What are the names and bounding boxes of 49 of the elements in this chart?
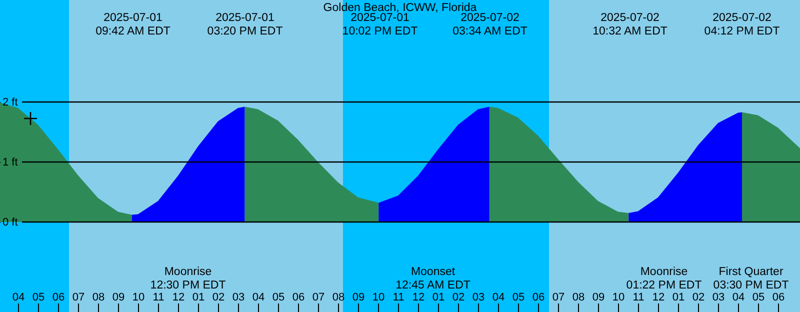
y-tick-label: 1 ft xyxy=(2,156,18,168)
x-tick-label: 10 xyxy=(132,292,145,304)
x-tick-label: 08 xyxy=(572,292,585,304)
annotation: 2025-07-01 10:02 PM EDT xyxy=(342,12,418,38)
x-tick-label: 06 xyxy=(772,292,785,304)
x-tick-label: 02 xyxy=(452,292,465,304)
x-tick-label: 08 xyxy=(92,292,105,304)
x-tick-label: 11 xyxy=(392,292,404,304)
x-tick-label: 03 xyxy=(712,292,725,304)
x-tick-label: 12 xyxy=(412,292,425,304)
annotation: Moonset 12:45 AM EDT xyxy=(396,266,470,292)
x-tick-label: 01 xyxy=(192,292,205,304)
x-tick-label: 11 xyxy=(152,292,164,304)
x-tick-label: 07 xyxy=(72,292,85,304)
x-tick-label: 03 xyxy=(472,292,485,304)
x-tick-label: 05 xyxy=(752,292,765,304)
x-tick-label: 09 xyxy=(592,292,605,304)
x-tick-label: 11 xyxy=(632,292,644,304)
x-tick-label: 06 xyxy=(532,292,545,304)
x-tick-label: 05 xyxy=(272,292,285,304)
x-tick-label: 10 xyxy=(612,292,625,304)
x-tick-label: 04 xyxy=(732,292,745,304)
x-tick-label: 05 xyxy=(32,292,45,304)
x-tick-label: 09 xyxy=(112,292,125,304)
x-tick-label: 07 xyxy=(312,292,325,304)
x-tick-label: 04 xyxy=(12,292,25,304)
x-tick-label: 10 xyxy=(372,292,385,304)
x-tick-label: 12 xyxy=(652,292,665,304)
annotation: Moonrise 01:22 PM EDT xyxy=(626,266,702,292)
x-tick-label: 07 xyxy=(552,292,565,304)
x-tick-label: 05 xyxy=(512,292,525,304)
x-tick-label: 03 xyxy=(232,292,245,304)
x-tick-label: 12 xyxy=(172,292,185,304)
x-tick-label: 01 xyxy=(432,292,445,304)
annotation: 2025-07-01 03:20 PM EDT xyxy=(207,12,283,38)
x-tick-label: 06 xyxy=(292,292,305,304)
annotation: First Quarter 03:30 PM EDT xyxy=(713,266,789,292)
annotation: 2025-07-02 04:12 PM EDT xyxy=(704,12,780,38)
x-tick-label: 02 xyxy=(212,292,225,304)
annotation: 2025-07-02 03:34 AM EDT xyxy=(452,12,528,38)
x-tick-label: 04 xyxy=(492,292,505,304)
annotation: 2025-07-02 10:32 AM EDT xyxy=(592,12,668,38)
x-tick-label: 01 xyxy=(672,292,685,304)
annotation: Moonrise 12:30 PM EDT xyxy=(150,266,226,292)
annotation: 2025-07-01 09:42 AM EDT xyxy=(96,12,170,38)
x-tick-label: 02 xyxy=(692,292,705,304)
x-tick-label: 06 xyxy=(52,292,65,304)
x-tick-label: 04 xyxy=(252,292,265,304)
x-tick-label: 09 xyxy=(352,292,365,304)
